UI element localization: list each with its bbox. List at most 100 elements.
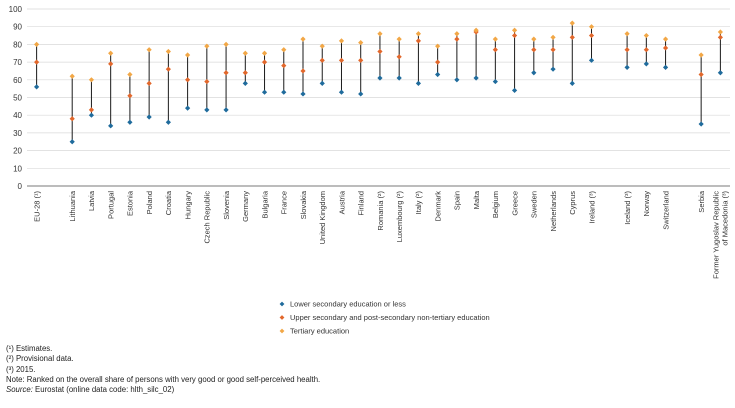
category-label-text: Switzerland <box>661 191 670 230</box>
category-label: Finland <box>357 191 366 216</box>
category-label-text: EU-28 (¹) <box>32 191 41 222</box>
data-point-s2 <box>338 38 345 44</box>
category-label-text: Sweden <box>530 191 539 218</box>
data-point-s1 <box>531 47 537 53</box>
range-lines <box>36 23 721 142</box>
gridlines <box>27 8 730 187</box>
data-point-s0 <box>454 77 460 83</box>
data-point-s1 <box>185 77 191 83</box>
category-label: Iceland (³) <box>623 191 632 225</box>
data-point-s1 <box>281 63 287 69</box>
data-point-s2 <box>454 31 460 37</box>
category-label-text: Finland <box>357 191 366 216</box>
data-point-s1 <box>261 59 268 65</box>
data-point-s1 <box>34 59 40 65</box>
category-label-text: France <box>280 191 289 214</box>
data-point-s2 <box>662 36 669 42</box>
category-label: Norway <box>642 191 651 217</box>
y-tick-label: 100 <box>9 5 23 14</box>
data-point-s2 <box>300 36 306 42</box>
legend-label: Tertiary education <box>290 327 349 336</box>
data-point-s2 <box>396 36 402 42</box>
data-point-s1 <box>127 93 133 99</box>
data-point-s2 <box>146 47 152 53</box>
x-axis: EU-28 (¹) Lithuania Latvia Portugal Estonia P… <box>27 185 730 279</box>
data-point-s2 <box>319 43 325 49</box>
data-point-s1 <box>396 54 402 60</box>
category-label-text: Luxembourg (²) <box>395 191 404 243</box>
category-label-text: United Kingdom <box>318 191 327 244</box>
data-point-s2 <box>223 41 229 47</box>
category-label: Serbia <box>697 190 706 213</box>
data-point-s0 <box>127 119 133 125</box>
category-label-text: Slovenia <box>222 190 231 220</box>
legend-marker <box>279 301 285 307</box>
category-label-text: Austria <box>337 190 346 214</box>
data-point-s2 <box>88 77 95 83</box>
footnote-estimates: (¹) Estimates. <box>6 344 53 353</box>
data-point-s0 <box>698 121 704 127</box>
y-tick-label: 90 <box>13 23 22 32</box>
data-point-s2 <box>717 29 723 35</box>
category-label: Denmark <box>433 191 442 222</box>
category-label: United Kingdom <box>318 191 327 244</box>
category-label-text: Bulgaria <box>260 190 269 218</box>
category-label: Poland <box>145 191 154 214</box>
y-tick-label: 80 <box>13 40 22 49</box>
y-tick-label: 60 <box>13 76 22 85</box>
data-point-s1 <box>223 70 229 76</box>
data-point-s0 <box>165 119 171 125</box>
data-point-s2 <box>34 41 40 47</box>
data-point-s0 <box>338 89 345 95</box>
category-label-text: Italy (²) <box>414 191 423 215</box>
data-point-s2 <box>204 43 210 49</box>
category-label-text: Czech Republic <box>203 191 212 244</box>
category-label: Belgium <box>491 191 500 218</box>
data-point-s2 <box>624 31 630 37</box>
category-label-text: Hungary <box>183 191 192 220</box>
category-label-text: Estonia <box>126 190 135 216</box>
data-point-s0 <box>492 78 498 85</box>
category-label-text: Serbia <box>697 190 706 213</box>
data-point-s2 <box>165 48 171 55</box>
data-point-s0 <box>146 114 152 120</box>
data-point-s2 <box>69 73 75 79</box>
data-point-s0 <box>204 107 210 113</box>
data-point-s2 <box>261 50 268 56</box>
data-point-s0 <box>662 64 669 71</box>
data-point-s2 <box>435 43 441 49</box>
data-point-s2 <box>492 36 498 42</box>
category-label-text: Croatia <box>164 190 173 215</box>
category-label-text: Portugal <box>106 191 115 219</box>
data-point-s1 <box>165 66 171 72</box>
data-point-s2 <box>127 71 133 78</box>
category-label-text: of Macedonia (³) <box>721 191 730 246</box>
data-point-s0 <box>511 87 518 94</box>
category-label: Estonia <box>126 190 135 216</box>
footnote-2015: (³) 2015. <box>6 364 36 374</box>
category-label: France <box>280 191 289 214</box>
data-point-s0 <box>319 80 325 86</box>
category-label-text: Netherlands <box>549 191 558 232</box>
category-label-text: Former Yugoslav Republic <box>712 191 721 279</box>
category-label: Austria <box>337 190 346 214</box>
data-point-s1 <box>338 57 345 63</box>
data-point-s0 <box>88 112 95 118</box>
data-point-s1 <box>69 116 75 122</box>
y-tick-label: 30 <box>13 129 22 138</box>
data-point-s2 <box>473 27 479 33</box>
category-label: Bulgaria <box>260 190 269 218</box>
source-label: Source: <box>6 385 33 395</box>
data-point-s1 <box>319 57 325 63</box>
data-point-s2 <box>108 50 114 56</box>
data-point-s1 <box>146 80 152 86</box>
data-point-s1 <box>511 32 518 39</box>
data-point-s0 <box>717 70 723 76</box>
category-label-text: Romania (²) <box>376 191 385 231</box>
data-point-s1 <box>377 48 383 55</box>
y-tick-label: 40 <box>13 111 22 120</box>
data-point-s0 <box>569 80 575 86</box>
source-line: Source: Eurostat (online data code: hlth… <box>6 385 320 395</box>
legend-label: Upper secondary and post-secondary non-t… <box>290 313 490 322</box>
legend: Lower secondary education or less Upper s… <box>279 300 490 336</box>
